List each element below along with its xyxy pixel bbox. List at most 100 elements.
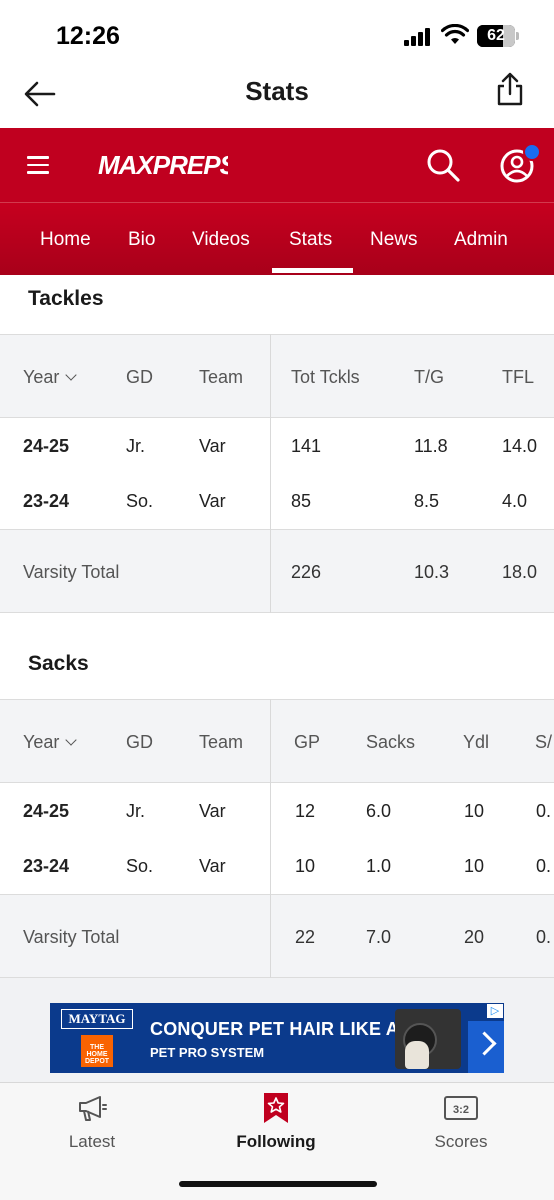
tackles-header-gd[interactable]: GD	[126, 367, 153, 387]
adchoices-icon[interactable]: ▷	[487, 1004, 503, 1018]
tab-following[interactable]: Following	[201, 1083, 351, 1163]
row-gd: So.	[126, 856, 154, 876]
back-arrow-icon[interactable]	[20, 74, 60, 114]
logo-text: MAXPREPS	[98, 150, 228, 180]
row-sacks: 1.0	[366, 856, 392, 876]
row-sacks: 6.0	[366, 801, 392, 821]
tackles-header-tot-tckls[interactable]: Tot Tckls	[291, 367, 360, 387]
maxpreps-logo[interactable]: MAXPREPS	[96, 146, 228, 186]
row-tot-tckls: 141	[291, 436, 322, 456]
total-tot-tckls: 226	[291, 562, 322, 582]
sacks-header-s-partial[interactable]: S/	[535, 732, 553, 752]
sacks-header-ydl[interactable]: Ydl	[463, 732, 490, 752]
notification-badge	[523, 143, 541, 161]
megaphone-icon	[79, 1096, 107, 1121]
total-gp: 22	[295, 927, 316, 947]
ad-headline: CONQUER PET HAIR LIKE A PRO	[150, 1019, 444, 1039]
search-icon[interactable]	[424, 146, 462, 184]
row-team: Var	[199, 491, 226, 511]
row-year: 23-24	[23, 856, 70, 876]
tab-latest[interactable]: Latest	[17, 1083, 167, 1163]
tackles-header-tg[interactable]: T/G	[414, 367, 444, 387]
title-bar: Stats	[0, 62, 554, 128]
tab-home[interactable]: Home	[40, 229, 91, 250]
total-tg: 10.3	[414, 562, 450, 582]
row-tfl: 14.0	[502, 436, 538, 456]
battery-icon: 62	[477, 25, 519, 47]
year-header-label: Year	[23, 367, 60, 387]
sacks-header-gd[interactable]: GD	[126, 732, 153, 752]
year-header-label: Year	[23, 732, 60, 752]
bookmark-star-icon	[264, 1093, 288, 1123]
sacks-header-sacks[interactable]: Sacks	[366, 732, 416, 752]
sacks-header-gp[interactable]: GP	[294, 732, 321, 752]
share-icon[interactable]	[492, 70, 528, 110]
tab-videos[interactable]: Videos	[192, 229, 250, 250]
varsity-total-label: Varsity Total	[23, 562, 120, 582]
home-indicator	[179, 1181, 377, 1187]
ad-subheadline: PET PRO SYSTEM	[150, 1045, 265, 1060]
total-ydl: 20	[464, 927, 485, 947]
status-time: 12:26	[56, 22, 120, 50]
tackles-year-sort[interactable]: Year	[23, 367, 78, 388]
account-icon[interactable]	[497, 146, 537, 186]
tackles-header-row	[0, 334, 554, 418]
wifi-icon	[441, 24, 469, 44]
row-gp: 10	[295, 856, 316, 876]
chevron-down-icon	[65, 734, 78, 746]
total-tfl: 18.0	[502, 562, 538, 582]
tab-following-label: Following	[236, 1132, 316, 1151]
svg-text:3:2: 3:2	[453, 1104, 469, 1116]
ad-retailer-logo: THE HOME DEPOT	[81, 1035, 113, 1067]
tackles-total-divider	[270, 529, 271, 613]
sacks-section-title: Sacks	[28, 652, 89, 675]
row-s-partial: 0.	[536, 801, 552, 821]
banner-ad[interactable]: MAYTAG THE HOME DEPOT CONQUER PET HAIR L…	[50, 1003, 504, 1073]
tab-bio[interactable]: Bio	[128, 229, 156, 250]
menu-icon[interactable]	[27, 156, 49, 174]
sacks-total-row	[0, 894, 554, 978]
tab-news[interactable]: News	[370, 229, 418, 250]
row-ydl: 10	[464, 856, 485, 876]
total-s-partial: 0.	[536, 927, 552, 947]
brand-header: MAXPREPS	[0, 128, 554, 203]
ad-dog-image	[405, 1041, 429, 1069]
row-gd: Jr.	[126, 436, 146, 456]
tab-latest-label: Latest	[68, 1132, 116, 1151]
tackles-header-team[interactable]: Team	[199, 367, 244, 387]
row-year: 24-25	[23, 436, 70, 456]
row-tg: 8.5	[414, 491, 440, 511]
active-tab-indicator	[272, 268, 353, 273]
row-gp: 12	[295, 801, 316, 821]
sacks-header-row	[0, 699, 554, 783]
battery-level: 62	[487, 27, 505, 44]
row-s-partial: 0.	[536, 856, 552, 876]
ad-chevron-right-icon[interactable]	[468, 1021, 504, 1073]
tab-scores-label: Scores	[434, 1132, 488, 1151]
tab-scores[interactable]: 3:2 Scores	[386, 1083, 536, 1163]
chevron-down-icon	[65, 369, 78, 381]
total-sacks: 7.0	[366, 927, 392, 947]
ad-brand-logo: MAYTAG	[61, 1009, 133, 1029]
row-tfl: 4.0	[502, 491, 528, 511]
scoreboard-icon: 3:2	[444, 1096, 478, 1120]
row-team: Var	[199, 436, 226, 456]
sacks-header-team[interactable]: Team	[199, 732, 244, 752]
tackles-section-title: Tackles	[28, 287, 104, 310]
tackles-column-divider	[270, 334, 271, 613]
status-bar: 12:26 62	[0, 0, 554, 62]
row-tg: 11.8	[414, 436, 448, 456]
row-gd: Jr.	[126, 801, 146, 821]
tackles-header-tfl[interactable]: TFL	[502, 367, 535, 387]
row-year: 24-25	[23, 801, 70, 821]
row-team: Var	[199, 801, 226, 821]
tab-admin[interactable]: Admin	[454, 229, 508, 250]
row-year: 23-24	[23, 491, 70, 511]
row-ydl: 10	[464, 801, 485, 821]
tackles-total-row	[0, 529, 554, 613]
sacks-year-sort[interactable]: Year	[23, 732, 78, 753]
sacks-column-divider	[270, 699, 271, 978]
cellular-signal-icon	[404, 28, 432, 46]
tab-stats[interactable]: Stats	[289, 229, 333, 250]
bottom-tab-bar: Latest Following 3:2 Scores	[0, 1082, 554, 1200]
